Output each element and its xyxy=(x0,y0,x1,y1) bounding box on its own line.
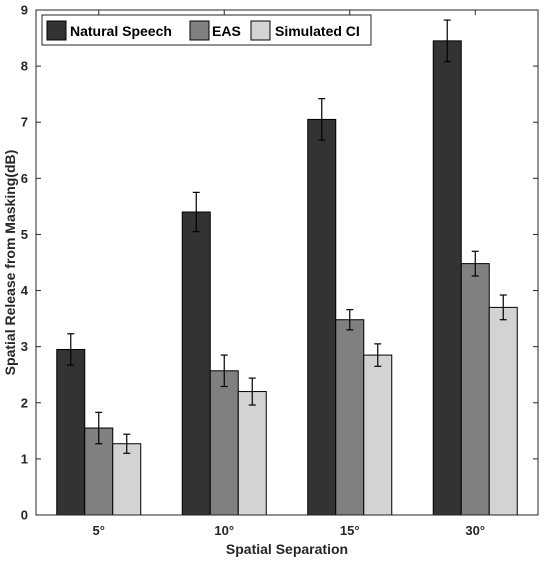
legend-label-eas: EAS xyxy=(212,23,241,39)
x-tick-label: 30° xyxy=(465,523,485,538)
error-bar xyxy=(192,191,200,233)
error-bar xyxy=(374,343,382,367)
y-tick-label: 8 xyxy=(21,59,28,74)
legend-label-simulated-ci: Simulated CI xyxy=(275,23,360,39)
x-tick-label: 5° xyxy=(93,523,105,538)
error-bar xyxy=(220,354,228,388)
y-tick-label: 7 xyxy=(21,115,28,130)
error-bar xyxy=(346,309,354,331)
error-bar xyxy=(471,250,479,277)
bar xyxy=(307,118,337,516)
x-tick-label: 15° xyxy=(340,523,360,538)
error-bar xyxy=(443,19,451,63)
x-tick-label: 10° xyxy=(214,523,234,538)
x-axis-ticks: 5° 10° 15° 30° xyxy=(93,10,485,538)
y-tick-label: 1 xyxy=(21,451,28,466)
bars-group xyxy=(56,40,518,516)
error-bar xyxy=(123,433,131,454)
bar xyxy=(363,354,393,516)
bar xyxy=(488,306,518,516)
y-tick-label: 6 xyxy=(21,171,28,186)
bar xyxy=(181,211,211,516)
legend-swatch-eas xyxy=(189,20,210,41)
bar xyxy=(237,391,267,516)
error-bar xyxy=(499,294,507,321)
legend-swatch-simulated-ci xyxy=(250,20,271,41)
error-bar xyxy=(67,333,75,366)
y-tick-label: 5 xyxy=(21,227,28,242)
y-axis-label: Spatial Release from Masking(dB) xyxy=(2,150,18,376)
error-bar xyxy=(318,98,326,141)
y-tick-label: 3 xyxy=(21,339,28,354)
bar xyxy=(209,370,239,516)
bar xyxy=(432,40,462,516)
legend-label-natural-speech: Natural Speech xyxy=(70,23,172,39)
bar xyxy=(335,319,365,516)
error-bar xyxy=(95,411,103,445)
bar xyxy=(112,443,142,516)
x-axis-label: Spatial Separation xyxy=(226,541,348,557)
error-bars-group xyxy=(67,19,507,454)
y-tick-label: 2 xyxy=(21,395,28,410)
legend: Natural Speech EAS Simulated CI xyxy=(41,14,372,46)
legend-swatch-natural-speech xyxy=(46,20,67,41)
y-tick-label: 0 xyxy=(21,508,28,523)
bar xyxy=(460,263,490,516)
error-bar xyxy=(248,377,256,406)
plot-frame xyxy=(35,9,539,516)
y-tick-label: 4 xyxy=(21,283,29,298)
bar xyxy=(56,348,86,516)
y-tick-label: 9 xyxy=(21,3,28,18)
